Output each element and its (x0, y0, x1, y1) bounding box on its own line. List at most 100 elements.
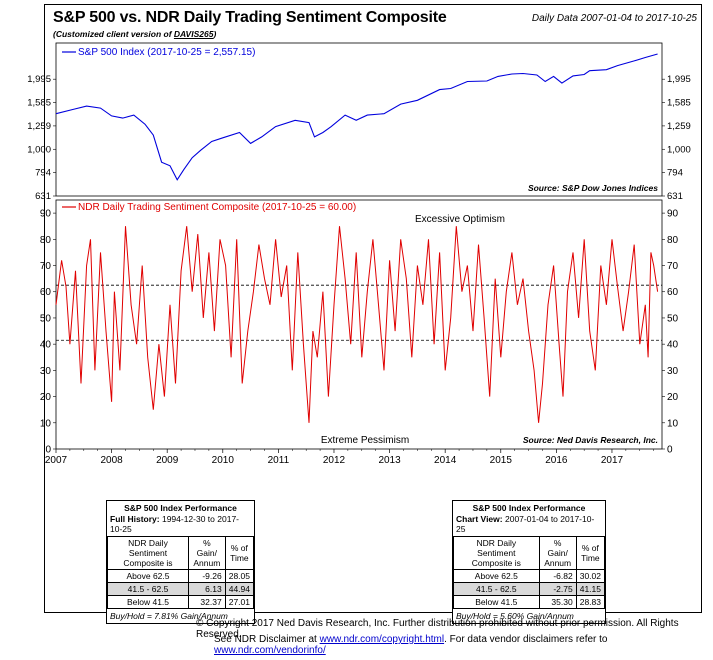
row-time: 28.05 (224, 569, 255, 583)
col-header-gain-a: % Gain/ (196, 538, 217, 558)
row-time: 41.15 (575, 582, 606, 596)
x-tick-label: 2016 (545, 455, 568, 466)
y-tick-label: 10 (667, 418, 679, 429)
disclaimer-text-b: . For data vendor disclaimers refer to (444, 634, 608, 645)
y-tick-label: 50 (40, 313, 52, 324)
col-header-composite-b: Composite is (471, 558, 521, 568)
y-tick-label: 631 (667, 191, 683, 202)
copyright-link[interactable]: www.ndr.com/copyright.html (319, 634, 445, 645)
period-value: 1994-12-30 to 2017-10-25 (110, 514, 239, 534)
y-tick-label: 20 (40, 392, 52, 403)
disclaimer-line: See NDR Disclaimer at www.ndr.com/copyri… (214, 634, 713, 656)
period-label: Full History: (110, 514, 160, 524)
y-tick-label: 40 (667, 340, 679, 351)
row-time: 28.83 (575, 595, 606, 609)
row-gain: -9.26 (187, 569, 226, 583)
x-tick-label: 2012 (323, 455, 346, 466)
table-period: Chart View: 2007-01-04 to 2017-10-25 (453, 514, 605, 536)
table-row: Below 41.5 32.37 27.01 (107, 595, 255, 609)
y-tick-label: 20 (667, 392, 679, 403)
y-tick-label: 1,995 (27, 74, 51, 85)
y-tick-label: 1,000 (667, 144, 691, 155)
y-tick-label: 80 (667, 235, 679, 246)
table-row: Above 62.5 -9.26 28.05 (107, 569, 255, 583)
y-tick-label: 794 (667, 168, 683, 179)
y-tick-label: 30 (40, 366, 52, 377)
row-gain: 35.30 (538, 595, 577, 609)
col-header-time-a: % of (230, 543, 248, 553)
col-header-time-b: Time (581, 553, 600, 563)
y-tick-label: 50 (667, 313, 679, 324)
y-tick-label: 1,259 (27, 121, 51, 132)
y-tick-label: 631 (35, 191, 51, 202)
col-header-composite-a: NDR Daily Sentiment (128, 538, 168, 558)
y-tick-label: 40 (40, 340, 52, 351)
row-time: 44.94 (224, 582, 255, 596)
row-label: 41.5 - 62.5 (107, 582, 189, 596)
y-tick-label: 30 (667, 366, 679, 377)
sp500-source: Source: S&P Dow Jones Indices (528, 183, 658, 193)
y-tick-label: 80 (40, 235, 52, 246)
full-history-table: S&P 500 Index Performance Full History: … (106, 500, 255, 624)
sp500-legend: S&P 500 Index (2017-10-25 = 2,557.15) (78, 47, 255, 58)
davis-link[interactable]: DAVIS265 (173, 29, 214, 39)
y-tick-label: 1,259 (667, 121, 691, 132)
x-axis: 2007 2008 2009 2010 2011 2012 2013 2014 2015 2016… (45, 449, 654, 466)
table-title: S&P 500 Index Performance (472, 503, 586, 513)
x-tick-label: 2010 (212, 455, 235, 466)
row-label: Above 62.5 (453, 569, 540, 583)
row-gain: 32.37 (187, 595, 226, 609)
sp500-panel: 631 631 794 794 1,000 1,000 1,259 1,259 1,585 1,5… (27, 42, 691, 202)
date-range: Daily Data 2007-01-04 to 2017-10-25 (531, 13, 697, 24)
table-row: Below 41.5 35.30 28.83 (453, 595, 606, 609)
sp500-plot-border (55, 42, 663, 197)
col-header-gain: % Gain/Annum (187, 536, 226, 570)
row-label: Below 41.5 (107, 595, 189, 609)
table-row: Above 62.5 -6.82 30.02 (453, 569, 606, 583)
y-tick-label: 60 (40, 287, 52, 298)
sentiment-legend: NDR Daily Trading Sentiment Composite (2… (78, 202, 356, 213)
x-tick-label: 2011 (268, 455, 290, 466)
table-row: 41.5 - 62.5 6.13 44.94 (107, 582, 255, 596)
y-tick-label: 0 (667, 445, 673, 456)
row-time: 27.01 (224, 595, 255, 609)
y-tick-label: 1,585 (667, 98, 691, 109)
y-tick-label: 90 (40, 209, 52, 220)
y-tick-label: 1,000 (27, 144, 51, 155)
x-tick-label: 2014 (434, 455, 457, 466)
sentiment-source: Source: Ned Davis Research, Inc. (523, 435, 658, 445)
vendorinfo-link[interactable]: www.ndr.com/vendorinfo/ (214, 645, 326, 656)
subtitle-suffix: ) (213, 29, 217, 39)
chart-view-table: S&P 500 Index Performance Chart View: 20… (452, 500, 606, 624)
chart-title: S&P 500 vs. NDR Daily Trading Sentiment … (53, 9, 447, 26)
buy-hold-note: Buy/Hold = 5.60% Gain/Annum (456, 611, 574, 621)
row-label: Below 41.5 (453, 595, 540, 609)
col-header-time-b: Time (230, 553, 249, 563)
y-tick-label: 0 (45, 445, 51, 456)
disclaimer-text-a: See NDR Disclaimer at (214, 634, 320, 645)
x-tick-label: 2013 (378, 455, 401, 466)
table-period: Full History: 1994-12-30 to 2017-10-25 (107, 514, 254, 536)
col-header-time: % of Time (224, 536, 255, 570)
buy-hold-note: Buy/Hold = 7.81% Gain/Annum (110, 611, 228, 621)
sentiment-line (55, 226, 659, 423)
row-label: 41.5 - 62.5 (453, 582, 540, 596)
x-tick-label: 2007 (45, 455, 68, 466)
x-tick-label: 2017 (601, 455, 624, 466)
col-header-composite-b: Composite is (123, 558, 173, 568)
table-title: S&P 500 Index Performance (124, 503, 237, 513)
y-tick-label: 60 (667, 287, 679, 298)
chart-subtitle: (Customized client version of DAVIS265) (53, 29, 216, 39)
y-tick-label: 1,585 (27, 98, 51, 109)
row-time: 30.02 (575, 569, 606, 583)
y-tick-label: 10 (40, 418, 52, 429)
table-row: 41.5 - 62.5 -2.75 41.15 (453, 582, 606, 596)
col-header-time: % of Time (575, 536, 606, 570)
excessive-optimism-label: Excessive Optimism (415, 214, 505, 225)
col-header-gain: % Gain/Annum (538, 536, 577, 570)
col-header-gain-b: Annum (193, 558, 221, 568)
col-header-composite-a: NDR Daily Sentiment (476, 538, 517, 558)
row-gain: 6.13 (187, 582, 226, 596)
y-tick-label: 1,995 (667, 74, 691, 85)
y-tick-label: 90 (667, 209, 679, 220)
